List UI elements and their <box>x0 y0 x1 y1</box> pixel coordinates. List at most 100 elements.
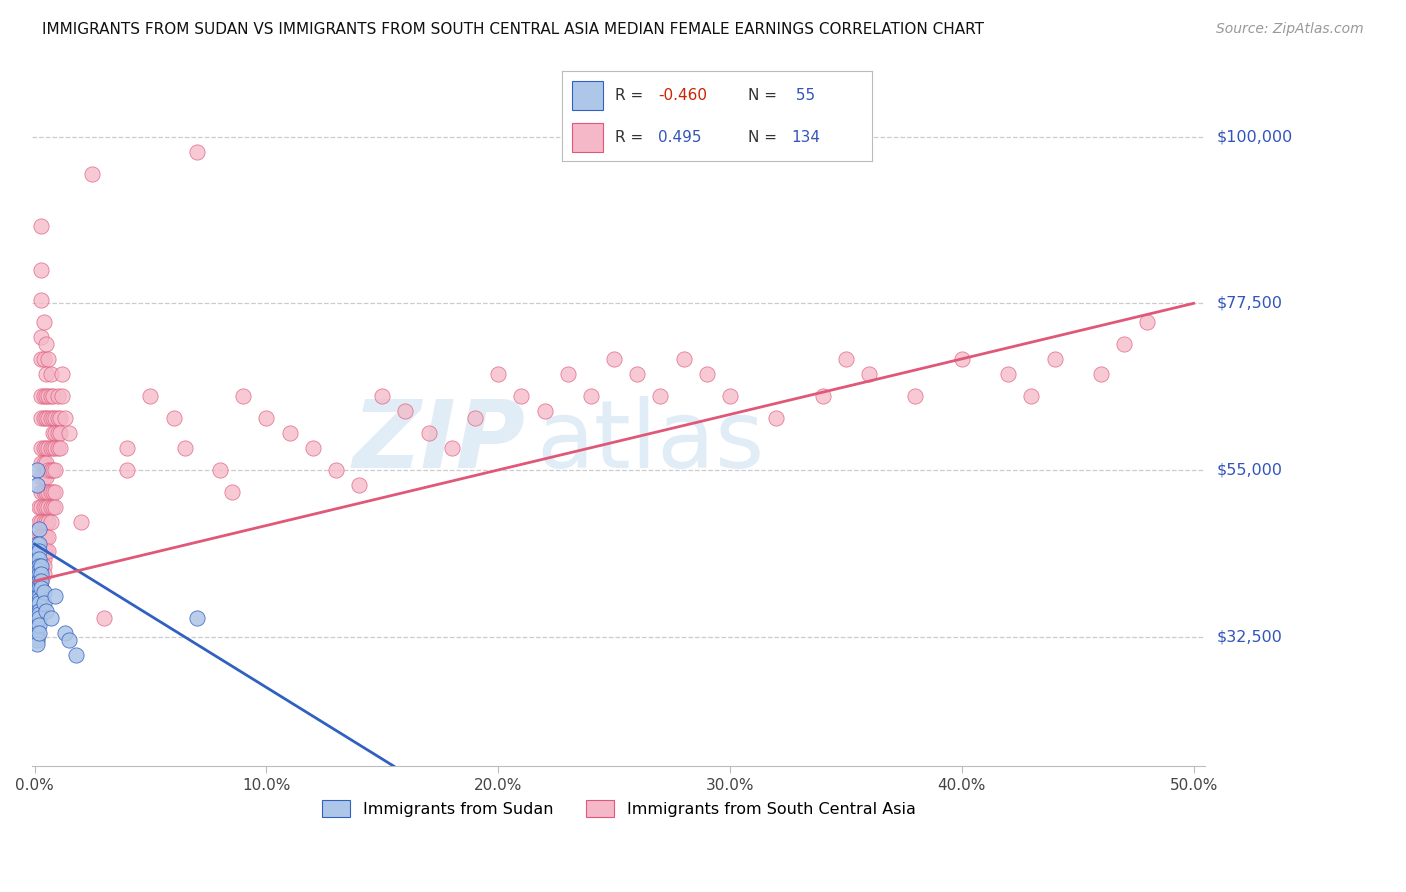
Point <box>28 611 51 625</box>
Point <box>28 566 51 581</box>
Point <box>278 425 301 440</box>
Point <box>25 570 48 584</box>
Point <box>58 425 80 440</box>
Point <box>28 626 51 640</box>
Point <box>31 552 53 566</box>
Point <box>31 566 53 581</box>
Point <box>28 530 51 544</box>
Point <box>221 485 243 500</box>
Point <box>32 552 55 566</box>
Point <box>418 425 440 440</box>
Point <box>186 145 208 159</box>
Point <box>25 463 48 477</box>
Text: $100,000: $100,000 <box>1216 129 1292 145</box>
Text: $32,500: $32,500 <box>1216 629 1282 644</box>
Point <box>49 425 72 440</box>
Point <box>347 477 370 491</box>
Point <box>28 582 51 596</box>
Point <box>28 578 51 592</box>
Point <box>39 611 62 625</box>
Point <box>139 389 162 403</box>
Point <box>39 411 62 425</box>
Point <box>650 389 672 403</box>
Point <box>32 530 55 544</box>
Point <box>117 441 139 455</box>
Point <box>37 389 59 403</box>
Point <box>32 456 55 470</box>
Point <box>39 441 62 455</box>
Point <box>440 441 463 455</box>
Point <box>46 425 69 440</box>
Point <box>32 585 55 599</box>
Point <box>533 403 555 417</box>
Point <box>25 615 48 629</box>
Point <box>25 604 48 618</box>
Point <box>25 589 48 603</box>
Point <box>603 351 626 366</box>
Point <box>46 411 69 425</box>
Point <box>31 389 53 403</box>
Point <box>31 596 53 610</box>
Point <box>28 537 51 551</box>
Point <box>25 537 48 551</box>
Point <box>35 470 58 484</box>
Point <box>82 167 104 181</box>
Point <box>49 441 72 455</box>
Point <box>464 411 486 425</box>
Point <box>1112 337 1135 351</box>
Point <box>28 559 51 574</box>
Text: 134: 134 <box>792 130 820 145</box>
Point <box>25 559 48 574</box>
Point <box>31 582 53 596</box>
Point <box>25 596 48 610</box>
Point <box>371 389 394 403</box>
Point <box>25 477 48 491</box>
Text: -0.460: -0.460 <box>658 88 707 103</box>
Point <box>31 293 53 307</box>
Point <box>37 463 59 477</box>
Point <box>44 425 66 440</box>
Point <box>557 367 579 381</box>
Point <box>626 367 648 381</box>
Point <box>25 574 48 588</box>
Point <box>31 500 53 514</box>
Point <box>39 485 62 500</box>
Point <box>39 515 62 529</box>
Point <box>394 403 416 417</box>
Point <box>37 351 59 366</box>
Point <box>25 611 48 625</box>
Point <box>28 589 51 603</box>
Point <box>42 500 65 514</box>
Point <box>950 351 973 366</box>
Point <box>1043 351 1066 366</box>
Point <box>51 389 73 403</box>
Point <box>32 559 55 574</box>
Point <box>208 463 231 477</box>
Point <box>44 463 66 477</box>
Point <box>31 589 53 603</box>
Point <box>1090 367 1112 381</box>
Point <box>997 367 1019 381</box>
Point <box>28 574 51 588</box>
Point <box>31 566 53 581</box>
Point <box>70 515 93 529</box>
Point <box>35 337 58 351</box>
Point <box>1021 389 1043 403</box>
Point <box>28 552 51 566</box>
Point <box>28 574 51 588</box>
Point <box>186 611 208 625</box>
Point <box>31 574 53 588</box>
Point <box>32 544 55 558</box>
Point <box>858 367 880 381</box>
Point <box>579 389 602 403</box>
Point <box>42 425 65 440</box>
Point <box>301 441 323 455</box>
Point <box>37 441 59 455</box>
Point <box>31 263 53 277</box>
Point <box>37 500 59 514</box>
Point <box>31 559 53 574</box>
Point <box>31 351 53 366</box>
Point <box>28 596 51 610</box>
Point <box>44 500 66 514</box>
Point <box>28 522 51 536</box>
